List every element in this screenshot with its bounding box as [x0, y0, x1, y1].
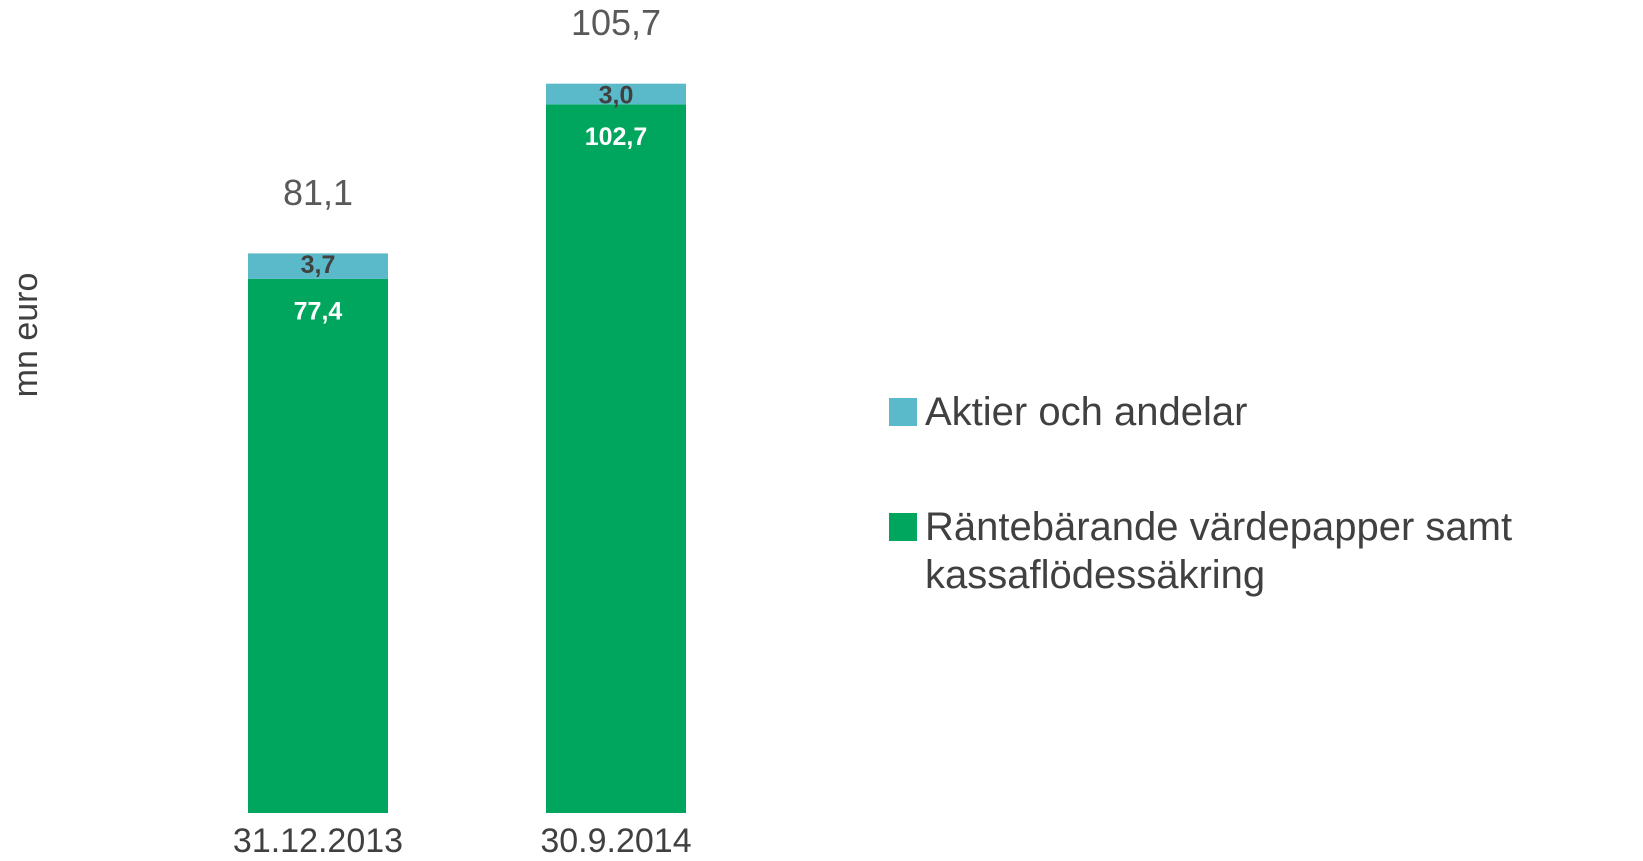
- legend-label: Aktier och andelar: [925, 390, 1248, 434]
- legend-swatch: [889, 398, 917, 426]
- bar-segment: [546, 104, 686, 814]
- legend-label: Räntebärande värdepapper samt kassaflöde…: [925, 505, 1513, 597]
- data-label: 102,7: [585, 123, 648, 151]
- data-label: 77,4: [294, 298, 343, 326]
- legend-item: Räntebärande värdepapper samt kassaflöde…: [889, 503, 1634, 599]
- total-label: 81,1: [283, 172, 353, 213]
- x-tick-label: 30.9.2014: [540, 822, 691, 860]
- bar-segment: [248, 278, 388, 813]
- y-axis-label: mn euro: [7, 273, 45, 398]
- legend-swatch: [889, 513, 917, 541]
- legend-item: Aktier och andelar: [889, 388, 1634, 436]
- x-tick-label: 31.12.2013: [233, 822, 403, 860]
- bar-segment: [546, 83, 686, 105]
- data-label: 3,0: [599, 81, 634, 109]
- total-label: 105,7: [571, 2, 661, 43]
- data-label: 3,7: [301, 251, 336, 279]
- bar-segment: [248, 253, 388, 279]
